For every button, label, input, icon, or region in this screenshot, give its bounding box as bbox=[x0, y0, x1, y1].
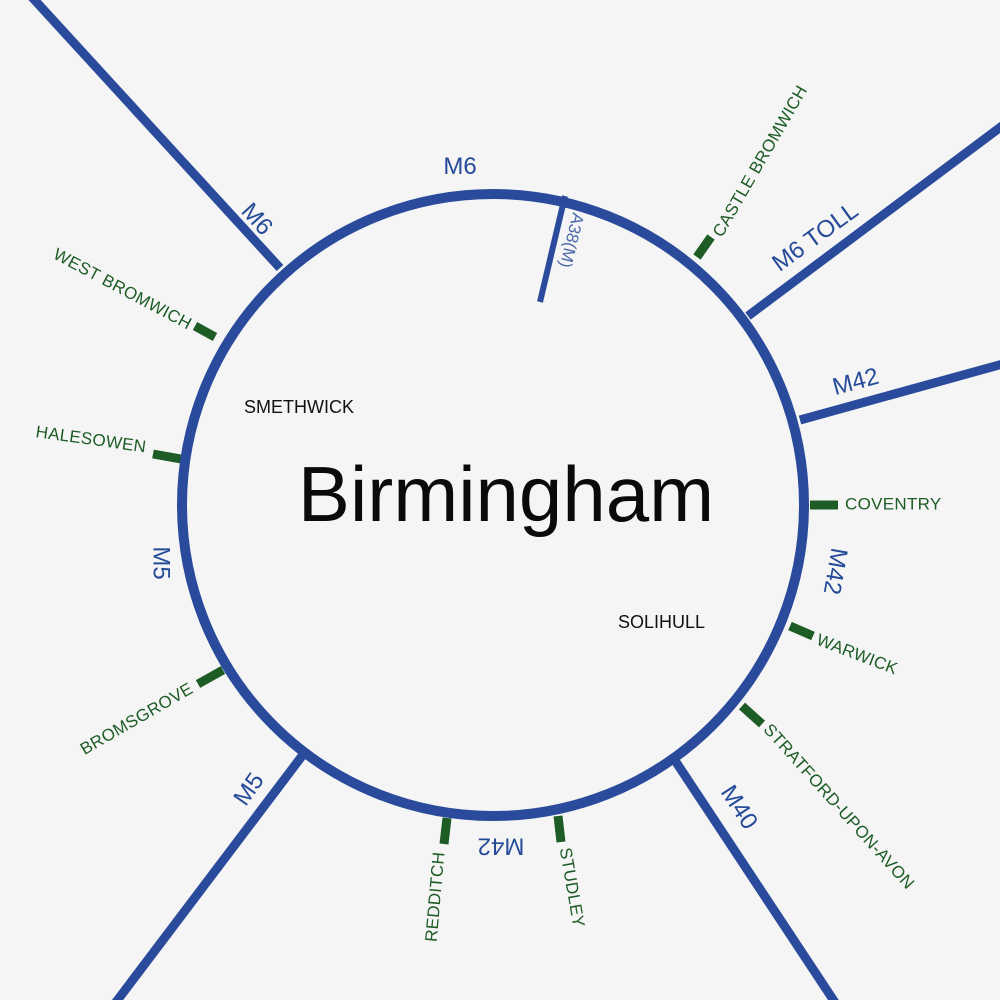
town-label-coventry: COVENTRY bbox=[845, 494, 942, 513]
m5-west-label: M5 bbox=[148, 546, 175, 579]
m40-road bbox=[672, 759, 839, 1000]
junction-halesowen bbox=[152, 449, 182, 464]
m42-north-east-road bbox=[798, 360, 1000, 425]
junction-warwick bbox=[788, 621, 815, 641]
ring-road-label: M6 bbox=[443, 153, 476, 180]
junction-west-bromwich bbox=[192, 322, 218, 341]
m6-toll-road bbox=[745, 121, 1000, 320]
district-label-solihull: SOLIHULL bbox=[618, 612, 705, 632]
junction-bromsgrove bbox=[195, 666, 226, 688]
district-label-smethwick: SMETHWICK bbox=[244, 397, 354, 417]
a38m-spur-road bbox=[537, 195, 568, 303]
junction-castle-bromwich bbox=[693, 234, 715, 260]
m6-north-west-road bbox=[28, 0, 284, 272]
ring-road bbox=[177, 189, 809, 821]
m42-south-label: M42 bbox=[478, 833, 525, 860]
m5-south-west-road bbox=[111, 753, 306, 1000]
city-label: Birmingham bbox=[298, 450, 714, 538]
junction-studley bbox=[553, 815, 566, 843]
junction-stratford bbox=[738, 702, 766, 728]
junction-redditch bbox=[439, 817, 452, 845]
